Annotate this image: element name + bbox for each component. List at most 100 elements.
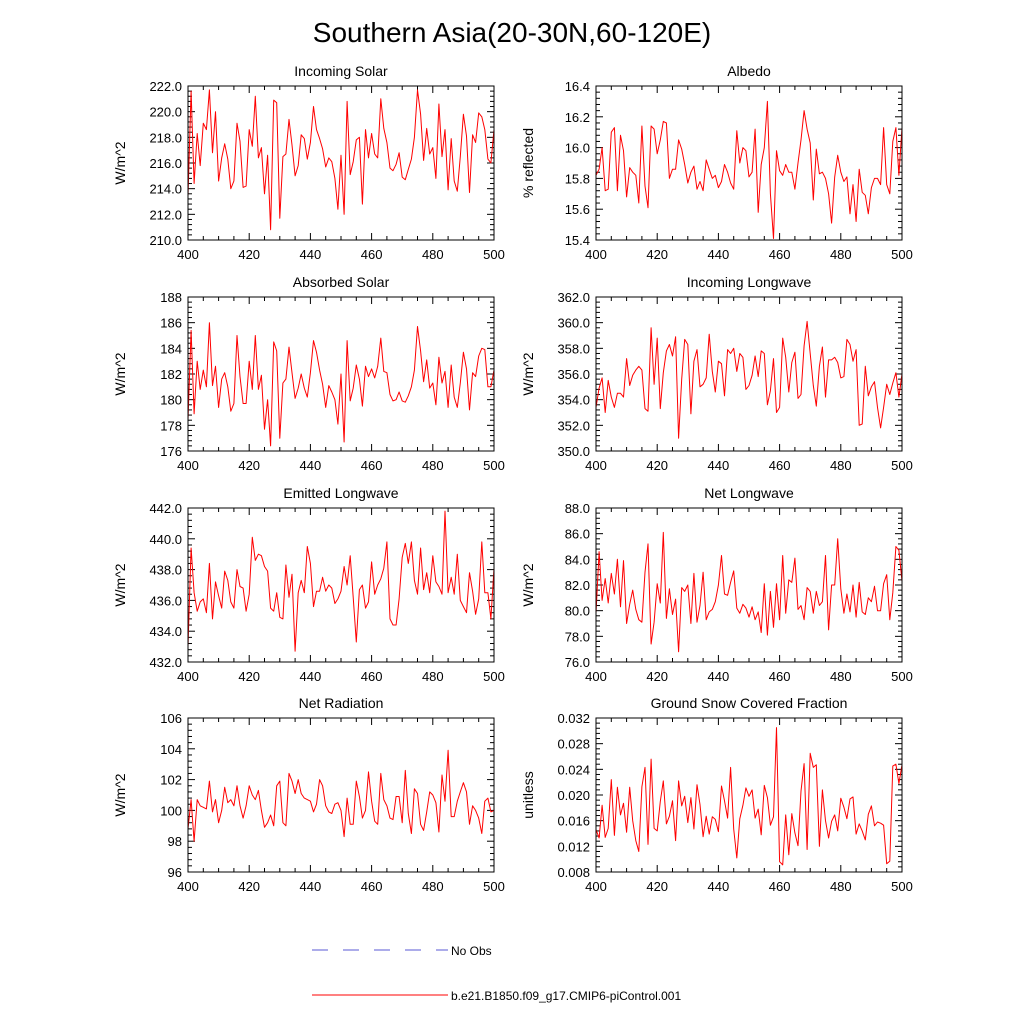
- y-tick-label: 100: [160, 803, 182, 818]
- x-tick-label: 480: [422, 879, 444, 894]
- y-tick-label: 350.0: [557, 444, 590, 459]
- y-tick-label: 15.6: [565, 202, 590, 217]
- x-tick-label: 460: [769, 669, 791, 684]
- y-tick-label: 220.0: [149, 105, 182, 120]
- x-tick-label: 420: [238, 458, 260, 473]
- y-tick-label: 0.008: [557, 865, 590, 880]
- x-tick-label: 500: [891, 458, 913, 473]
- legend-model-label: b.e21.B1850.f09_g17.CMIP6-piControl.001: [451, 989, 681, 1003]
- x-tick-label: 440: [300, 458, 322, 473]
- y-tick-label: 438.0: [149, 563, 182, 578]
- x-tick-label: 420: [646, 879, 668, 894]
- x-tick-label: 500: [483, 879, 505, 894]
- x-tick-label: 400: [177, 458, 199, 473]
- y-tick-label: 0.032: [557, 711, 590, 726]
- y-tick-label: 0.028: [557, 737, 590, 752]
- x-tick-label: 480: [830, 669, 852, 684]
- panel-title-ground-snow-covered-fraction: Ground Snow Covered Fraction: [651, 695, 848, 711]
- x-tick-label: 440: [708, 879, 730, 894]
- panel-net-radiation: Net Radiation W/m^2 400 420 440 460 480 500 96 98…: [112, 695, 505, 894]
- y-tick-label: 0.024: [557, 762, 590, 777]
- x-tick-label: 420: [646, 458, 668, 473]
- y-tick-label: 15.8: [565, 171, 590, 186]
- y-tick-label: 182: [160, 367, 182, 382]
- plot-frame: [595, 85, 903, 241]
- y-tick-label: 354.0: [557, 393, 590, 408]
- y-axis-label-incoming-longwave: W/m^2: [520, 352, 536, 395]
- y-tick-label: 16.4: [565, 79, 590, 94]
- x-tick-label: 480: [830, 458, 852, 473]
- x-tick-label: 500: [483, 247, 505, 262]
- series-line-absorbed-solar: [187, 322, 495, 447]
- y-tick-label: 80.0: [565, 604, 590, 619]
- x-tick-label: 460: [361, 458, 383, 473]
- y-tick-label: 82.0: [565, 578, 590, 593]
- y-tick-label: 106: [160, 711, 182, 726]
- x-tick-label: 500: [891, 669, 913, 684]
- x-tick-label: 440: [300, 879, 322, 894]
- x-tick-label: 440: [300, 247, 322, 262]
- panel-albedo: Albedo % reflected 400 420 440 460 480 500 15.4 1…: [520, 63, 913, 262]
- series-line-incoming-solar: [187, 89, 495, 231]
- y-axis-label-incoming-solar: W/m^2: [112, 141, 128, 184]
- y-tick-label: 210.0: [149, 233, 182, 248]
- x-tick-label: 400: [177, 247, 199, 262]
- y-tick-label: 16.0: [565, 141, 590, 156]
- y-tick-label: 16.2: [565, 110, 590, 125]
- x-tick-label: 500: [891, 879, 913, 894]
- y-tick-label: 96: [168, 865, 182, 880]
- y-tick-label: 434.0: [149, 624, 182, 639]
- y-tick-label: 184: [160, 341, 182, 356]
- y-tick-label: 214.0: [149, 182, 182, 197]
- y-tick-label: 218.0: [149, 130, 182, 145]
- y-tick-label: 176: [160, 444, 182, 459]
- panel-title-net-radiation: Net Radiation: [299, 695, 384, 711]
- x-tick-label: 400: [585, 879, 607, 894]
- plot-frame: [187, 85, 495, 241]
- x-tick-label: 400: [177, 669, 199, 684]
- x-tick-label: 420: [238, 247, 260, 262]
- x-tick-label: 400: [177, 879, 199, 894]
- x-tick-label: 460: [361, 879, 383, 894]
- y-tick-label: 15.4: [565, 233, 590, 248]
- x-tick-label: 440: [300, 669, 322, 684]
- panel-absorbed-solar: Absorbed Solar W/m^2 400 420 440 460 480 500 176…: [112, 274, 505, 473]
- x-tick-label: 420: [646, 247, 668, 262]
- series-line-incoming-longwave: [595, 320, 903, 439]
- y-tick-label: 102: [160, 773, 182, 788]
- panel-ground-snow-covered-fraction: Ground Snow Covered Fraction unitless 400 4…: [520, 695, 913, 894]
- x-tick-label: 460: [361, 247, 383, 262]
- plot-frame: [187, 717, 495, 873]
- y-tick-label: 98: [168, 834, 182, 849]
- y-tick-label: 178: [160, 418, 182, 433]
- x-tick-label: 460: [361, 669, 383, 684]
- x-tick-label: 400: [585, 247, 607, 262]
- legend-obs-label: No Obs: [451, 944, 492, 958]
- x-tick-label: 500: [483, 458, 505, 473]
- series-line-net-longwave: [595, 531, 903, 653]
- x-tick-label: 420: [646, 669, 668, 684]
- y-tick-label: 440.0: [149, 532, 182, 547]
- panel-incoming-longwave: Incoming Longwave W/m^2 400 420 440 460 480 500…: [520, 274, 913, 473]
- y-axis-label-ground-snow-covered-fraction: unitless: [520, 771, 536, 818]
- x-tick-label: 460: [769, 247, 791, 262]
- y-tick-label: 212.0: [149, 207, 182, 222]
- y-axis-label-emitted-longwave: W/m^2: [112, 563, 128, 606]
- x-tick-label: 420: [238, 669, 260, 684]
- y-tick-label: 436.0: [149, 593, 182, 608]
- y-tick-label: 360.0: [557, 316, 590, 331]
- y-tick-label: 0.016: [557, 814, 590, 829]
- y-tick-label: 188: [160, 290, 182, 305]
- panel-title-absorbed-solar: Absorbed Solar: [293, 274, 390, 290]
- y-tick-label: 180: [160, 393, 182, 408]
- plot-frame: [187, 507, 495, 663]
- y-tick-label: 352.0: [557, 418, 590, 433]
- x-tick-label: 480: [422, 669, 444, 684]
- x-tick-label: 440: [708, 247, 730, 262]
- panel-title-net-longwave: Net Longwave: [704, 485, 794, 501]
- x-tick-label: 400: [585, 669, 607, 684]
- y-tick-label: 442.0: [149, 501, 182, 516]
- y-axis-label-absorbed-solar: W/m^2: [112, 352, 128, 395]
- x-tick-label: 460: [769, 458, 791, 473]
